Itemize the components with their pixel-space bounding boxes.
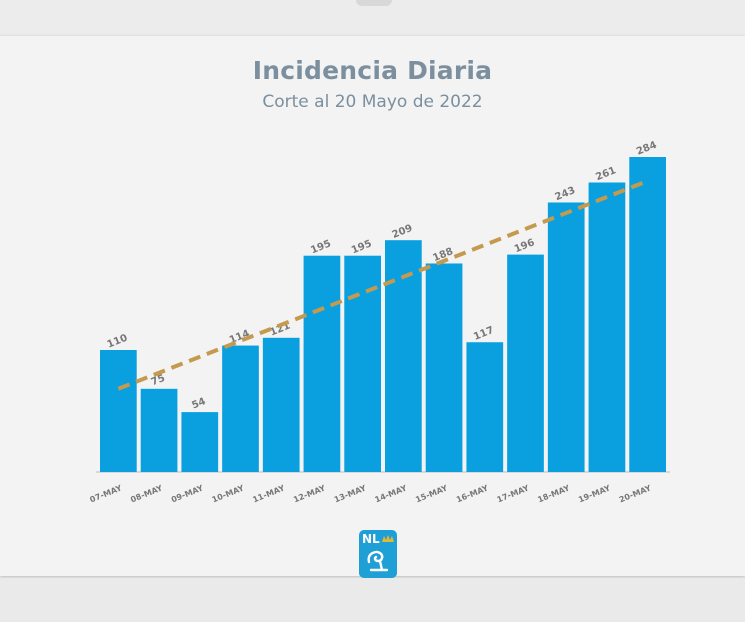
bar: [507, 254, 544, 472]
bar: [466, 342, 504, 472]
bar: [181, 412, 219, 472]
bottom-strip: [0, 578, 745, 622]
bar: [303, 255, 341, 472]
top-notch: [356, 0, 392, 6]
value-label: 196: [513, 237, 537, 255]
x-tick-label: 07-MAY: [89, 483, 124, 504]
bar: [222, 345, 259, 472]
value-label: 54: [190, 396, 207, 411]
bar: [547, 202, 585, 473]
bar: [344, 255, 381, 472]
x-tick-label: 10-MAY: [211, 483, 246, 504]
nuevo-leon-logo: NL: [357, 528, 399, 584]
logo-text: NL: [362, 532, 380, 546]
x-tick-label: 14-MAY: [374, 483, 409, 504]
top-strip: [0, 0, 745, 34]
nuevo-leon-shield-icon: NL: [359, 530, 397, 578]
chart-subtitle: Corte al 20 Mayo de 2022: [262, 92, 483, 112]
x-tick-label: 09-MAY: [170, 483, 205, 504]
x-tick-label: 15-MAY: [414, 483, 449, 504]
value-label: 75: [150, 373, 167, 388]
bar: [140, 388, 178, 472]
bar: [262, 337, 300, 472]
x-tick-label: 11-MAY: [251, 483, 286, 504]
x-tick-label: 20-MAY: [618, 483, 653, 504]
bar: [425, 263, 463, 472]
x-tick-label: 19-MAY: [577, 483, 612, 504]
value-label: 195: [350, 238, 374, 256]
value-label: 261: [594, 165, 618, 183]
x-tick-label: 08-MAY: [129, 483, 164, 504]
x-tick-label: 16-MAY: [455, 483, 490, 504]
value-label: 117: [472, 325, 496, 343]
x-tick-label: 18-MAY: [536, 483, 571, 504]
value-label: 284: [635, 140, 659, 158]
x-tick-label: 12-MAY: [292, 483, 327, 504]
value-label: 195: [309, 238, 333, 256]
value-label: 243: [554, 185, 578, 203]
chart-title: Incidencia Diaria: [252, 56, 493, 85]
value-label: 110: [106, 333, 130, 351]
bar: [588, 182, 626, 472]
x-tick-label: 17-MAY: [496, 483, 531, 504]
value-label: 209: [391, 223, 415, 241]
bar: [629, 157, 666, 472]
x-tick-label: 13-MAY: [333, 483, 368, 504]
bar: [100, 349, 137, 472]
